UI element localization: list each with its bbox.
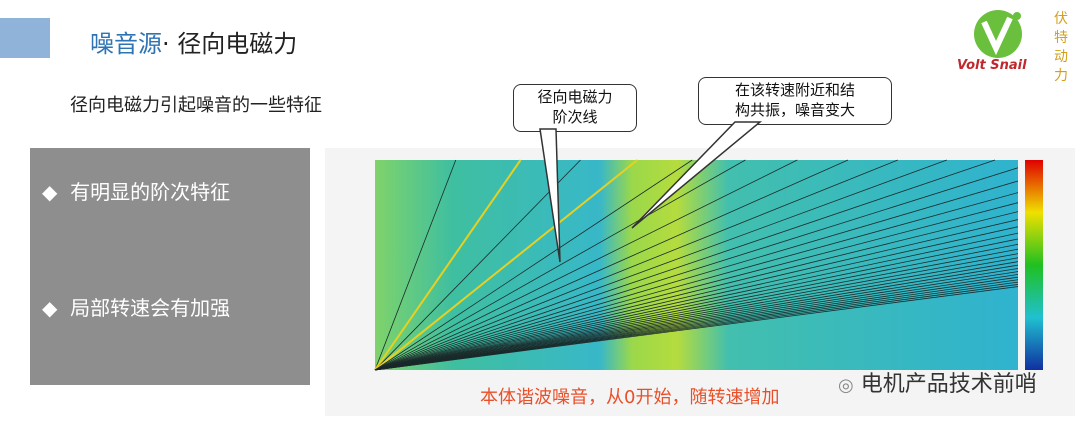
title-main: 噪音源 [90, 30, 162, 58]
order-line [374, 167, 1019, 371]
watermark-text: 电机产品技术前哨 [860, 372, 1037, 397]
subtitle: 径向电磁力引起噪音的一些特征 [70, 95, 322, 116]
order-line [374, 232, 1019, 371]
order-line [374, 159, 457, 371]
order-line [374, 159, 639, 371]
callout-line: 阶次线 [552, 108, 598, 126]
order-line [374, 226, 1019, 371]
bullet-panel [30, 148, 310, 385]
bullet: ◆ 局部转速会有加强 [42, 296, 231, 320]
bullet-text: 局部转速会有加强 [70, 296, 231, 320]
plot-area [375, 160, 1018, 370]
callout: 在该转速附近和结 构共振，噪音变大 [698, 77, 892, 125]
logo-v [981, 16, 1013, 56]
logo-dot [1013, 12, 1021, 20]
header-bar [0, 18, 50, 58]
logo-icon [974, 10, 1022, 58]
bullet: ◆ 有明显的阶次特征 [42, 180, 231, 204]
caption: 本体谐波噪音，从0开始，随转速增加 [480, 387, 780, 408]
watermark: ◎ 电机产品技术前哨 [838, 372, 1037, 397]
callout-line: 构共振，噪音变大 [734, 101, 855, 119]
order-line [374, 159, 522, 371]
bullet-text: 有明显的阶次特征 [70, 180, 231, 204]
order-line [374, 159, 849, 371]
order-line [374, 202, 1019, 371]
order-line [374, 238, 1019, 371]
order-line [374, 159, 898, 371]
order-line [374, 271, 1019, 371]
logo-brand: Volt Snail [957, 58, 1027, 73]
callout-line: 径向电磁力 [537, 88, 613, 106]
order-line [374, 159, 996, 371]
logo-char: 特 [1054, 30, 1068, 46]
order-line [374, 274, 1019, 371]
slide-title: 噪音源· 径向电磁力 [90, 24, 297, 59]
logo-char: 力 [1054, 68, 1068, 84]
order-line [374, 243, 1019, 371]
order-line [374, 159, 947, 371]
order-line [374, 286, 1019, 371]
callout-line: 在该转速附近和结 [734, 81, 855, 99]
order-line [374, 261, 1019, 371]
order-line [374, 264, 1019, 371]
order-line [374, 180, 1019, 371]
logo-char: 动 [1054, 49, 1068, 65]
order-line [374, 219, 1019, 371]
order-line [374, 211, 1019, 371]
order-line [374, 253, 1019, 371]
order-line [374, 268, 1019, 371]
order-line [374, 276, 1019, 371]
order-lines [374, 159, 1019, 371]
callout: 径向电磁力 阶次线 [513, 84, 637, 132]
color-bar [1025, 160, 1043, 370]
logo-char: 伏 [1054, 11, 1068, 27]
title-sub: · 径向电磁力 [162, 30, 298, 58]
order-line [374, 257, 1019, 371]
order-line [374, 192, 1019, 371]
order-line [374, 248, 1019, 371]
